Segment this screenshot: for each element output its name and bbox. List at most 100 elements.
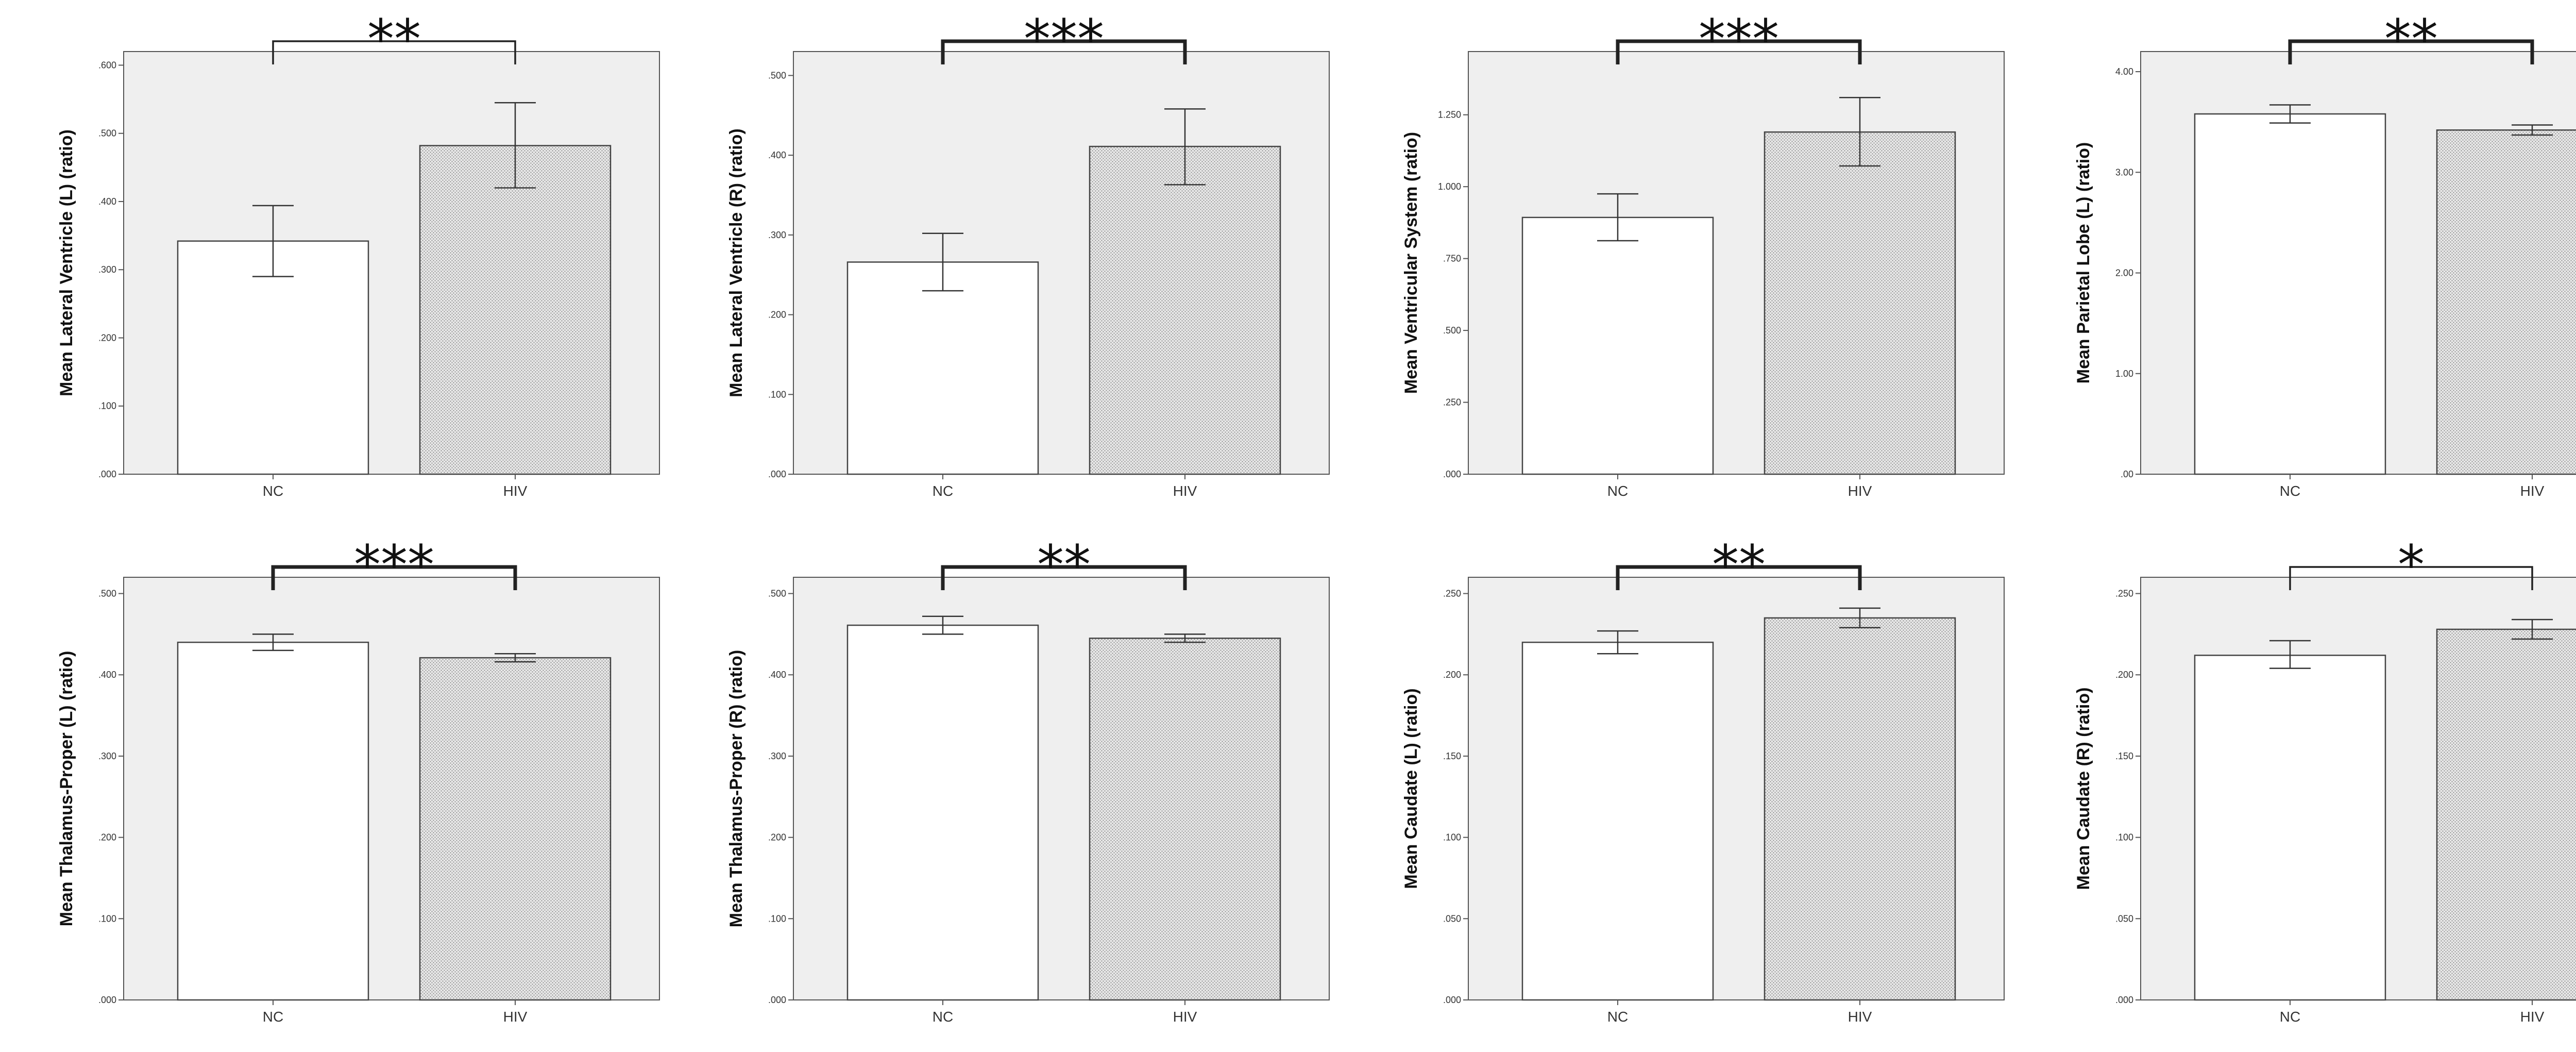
y-tick-label: .150 xyxy=(2115,751,2133,761)
chart-panel: .000 .050 .100 .150 .200 .250 Mean Caudate (R)… xyxy=(2017,526,2576,1051)
y-axis-label: Mean Lateral Ventricle (L) (ratio) xyxy=(57,129,76,396)
chart-svg: .000 .250 .500 .750 1.000 1.250 Mean Ventricul… xyxy=(1401,8,2005,499)
chart-svg: .000 .100 .200 .300 .400 .500 Mean Thalamus-Pr… xyxy=(726,533,1330,1025)
y-tick-label: .100 xyxy=(98,401,116,411)
chart-svg: .000 .100 .200 .300 .400 .500 Mean Lateral Ven… xyxy=(726,8,1330,499)
y-tick-label: .200 xyxy=(98,332,116,343)
chart-panel: .00 1.00 2.00 3.00 4.00 Mean Parietal Lobe (L… xyxy=(2017,0,2576,526)
y-tick-label: .500 xyxy=(768,589,786,599)
y-tick-label: 1.00 xyxy=(2115,369,2133,379)
y-tick-label: .200 xyxy=(1443,670,1461,680)
y-tick-label: 1.250 xyxy=(1438,110,1461,120)
chart-panel: .000 .100 .200 .300 .400 .500 Mean Lateral Ven… xyxy=(670,0,1340,526)
y-tick-label: .050 xyxy=(2115,913,2133,924)
y-tick-label: .250 xyxy=(1443,397,1461,408)
significance-stars: ** xyxy=(367,8,421,71)
bar-nc xyxy=(2194,113,2386,475)
chart-panel: .000 .050 .100 .150 .200 .250 Mean Caudate (L)… xyxy=(1345,526,2014,1051)
bar-nc xyxy=(846,624,1039,1001)
bar-hiv xyxy=(2436,628,2576,1001)
x-tick-label: HIV xyxy=(1173,483,1197,499)
significance-stars: *** xyxy=(1024,8,1104,71)
y-tick-label: .300 xyxy=(98,264,116,275)
bar-nc xyxy=(1521,641,1714,1001)
y-tick-label: .750 xyxy=(1443,254,1461,264)
y-axis-label: Mean Caudate (R) (ratio) xyxy=(2074,688,2093,890)
significance-bracket xyxy=(271,565,517,590)
y-tick-label: .500 xyxy=(768,70,786,80)
y-tick-label: 3.00 xyxy=(2115,167,2133,177)
y-tick-label: .500 xyxy=(98,589,116,599)
significance-stars: ** xyxy=(2384,8,2438,71)
chart-svg: .000 .100 .200 .300 .400 .500 Mean Thalamus-Pr… xyxy=(57,533,660,1025)
y-tick-label: .500 xyxy=(1443,325,1461,336)
y-tick-label: .400 xyxy=(768,670,786,680)
y-tick-label: .100 xyxy=(2115,832,2133,843)
x-tick-label: NC xyxy=(933,483,953,499)
bar-hiv xyxy=(1089,145,1281,475)
x-tick-label: NC xyxy=(263,1009,283,1025)
y-tick-label: .300 xyxy=(98,751,116,761)
y-tick-label: .000 xyxy=(768,995,786,1005)
y-tick-label: .100 xyxy=(768,913,786,924)
bar-nc xyxy=(177,240,369,475)
x-tick-label: NC xyxy=(1607,1009,1628,1025)
chart-svg: .00 1.00 2.00 3.00 4.00 Mean Parietal Lobe (L… xyxy=(2074,8,2576,499)
bar-nc xyxy=(1521,216,1714,475)
y-tick-label: .250 xyxy=(2115,589,2133,599)
bar-nc xyxy=(846,261,1039,475)
y-tick-label: .100 xyxy=(98,913,116,924)
x-tick-label: HIV xyxy=(503,483,528,499)
x-tick-label: NC xyxy=(933,1009,953,1025)
y-tick-label: .300 xyxy=(768,230,786,240)
significance-bracket xyxy=(941,565,1187,590)
y-axis-label: Mean Thalamus-Proper (L) (ratio) xyxy=(57,651,76,927)
bar-nc xyxy=(2194,655,2386,1001)
y-tick-label: .000 xyxy=(1443,995,1461,1005)
y-tick-label: .150 xyxy=(1443,751,1461,761)
y-tick-label: .000 xyxy=(768,469,786,479)
y-axis-label: Mean Thalamus-Proper (R) (ratio) xyxy=(726,650,746,927)
significance-stars: ** xyxy=(1712,533,1766,596)
y-tick-label: .200 xyxy=(2115,670,2133,680)
bar-hiv xyxy=(1764,131,1956,475)
significance-stars: ** xyxy=(1037,533,1091,596)
bar-nc xyxy=(177,641,369,1001)
y-tick-label: .00 xyxy=(2121,469,2133,479)
significance-bracket xyxy=(941,39,1187,64)
chart-svg: .000 .100 .200 .300 .400 .500 .600 Mean Lateral… xyxy=(57,8,660,499)
y-tick-label: .050 xyxy=(1443,913,1461,924)
y-axis-label: Mean Ventricular System (ratio) xyxy=(1401,132,1421,394)
y-tick-label: .100 xyxy=(768,389,786,399)
significance-stars: * xyxy=(2398,533,2425,596)
y-tick-label: 2.00 xyxy=(2115,268,2133,278)
bar-hiv xyxy=(1089,638,1281,1001)
bar-hiv xyxy=(419,657,612,1001)
x-tick-label: NC xyxy=(2280,1009,2300,1025)
x-tick-label: NC xyxy=(2280,483,2300,499)
y-tick-label: .000 xyxy=(1443,469,1461,479)
y-tick-label: .100 xyxy=(1443,832,1461,843)
y-tick-label: .200 xyxy=(768,310,786,320)
chart-panel: .000 .100 .200 .300 .400 .500 Mean Thalamus-Pr… xyxy=(670,526,1340,1051)
y-axis-label: Mean Parietal Lobe (L) (ratio) xyxy=(2074,142,2093,384)
significance-bracket xyxy=(2288,39,2534,64)
y-tick-label: .300 xyxy=(768,751,786,761)
x-tick-label: HIV xyxy=(2520,483,2545,499)
chart-svg: .000 .050 .100 .150 .200 .250 Mean Caudate (L)… xyxy=(1401,533,2005,1025)
y-tick-label: .500 xyxy=(98,128,116,139)
y-tick-label: .400 xyxy=(768,150,786,160)
y-tick-label: 1.000 xyxy=(1438,181,1461,192)
chart-panel: .000 .250 .500 .750 1.000 1.250 Mean Ventricul… xyxy=(1345,0,2014,526)
bar-hiv xyxy=(2436,129,2576,475)
significance-bracket xyxy=(272,40,516,64)
chart-panel: .000 .100 .200 .300 .400 .500 .600 Mean Lateral… xyxy=(0,0,670,526)
x-tick-label: HIV xyxy=(1848,1009,1872,1025)
significance-stars: *** xyxy=(1699,8,1779,71)
chart-svg: .000 .050 .100 .150 .200 .250 Mean Caudate (R)… xyxy=(2074,533,2576,1025)
y-tick-label: 4.00 xyxy=(2115,66,2133,77)
y-tick-label: .200 xyxy=(768,832,786,843)
y-tick-label: .200 xyxy=(98,832,116,843)
y-tick-label: .400 xyxy=(98,670,116,680)
